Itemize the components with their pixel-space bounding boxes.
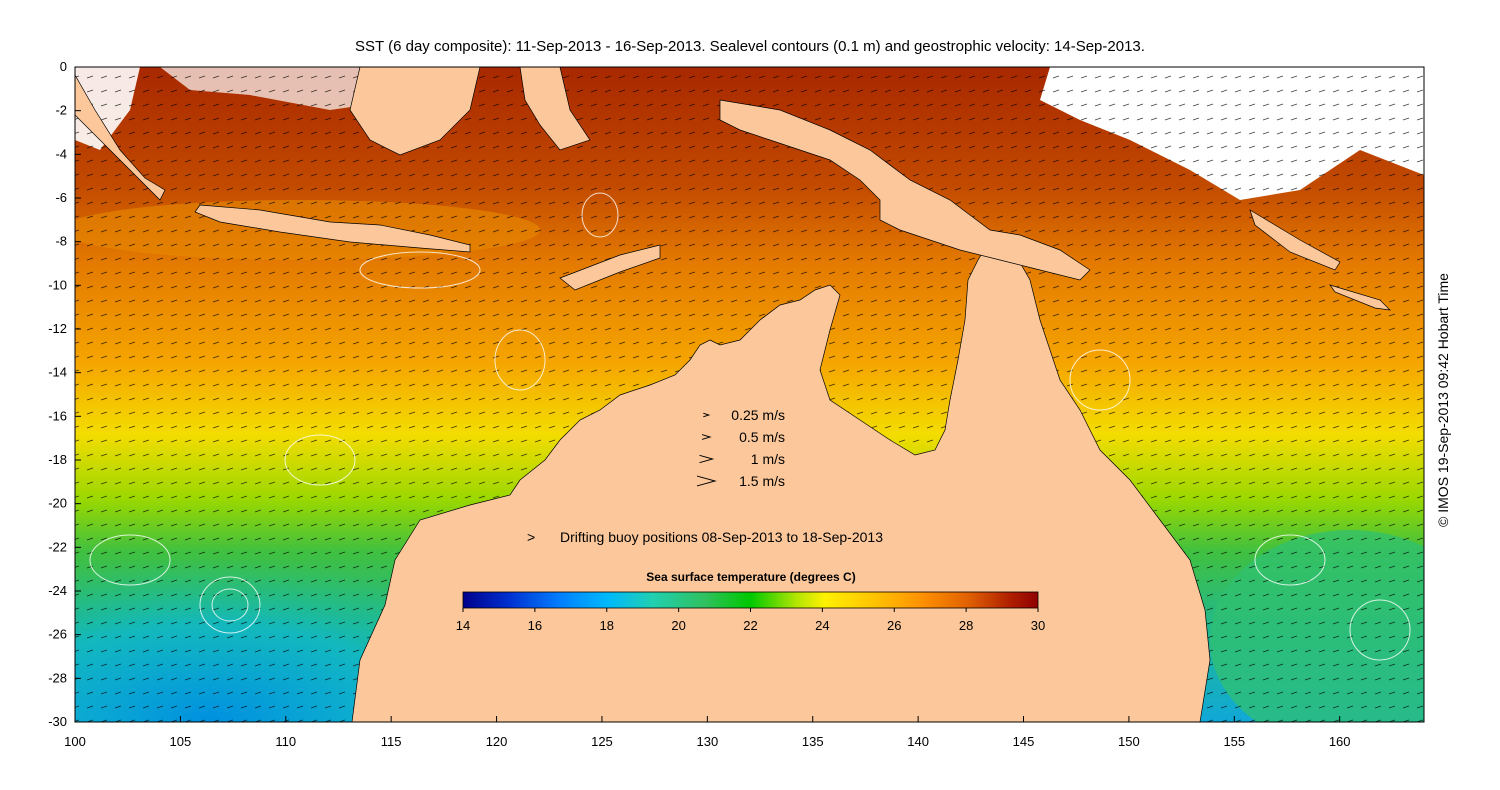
solomon-islands-landmass <box>1249 209 1341 271</box>
x-tick-label: 125 <box>591 734 613 749</box>
velocity-legend-arrow-icon <box>703 412 711 418</box>
y-tick-label: -8 <box>55 234 67 249</box>
colorbar-tick-label: 20 <box>671 618 685 633</box>
y-tick-label: -18 <box>48 452 67 467</box>
new-caledonia-landmass <box>1329 284 1391 311</box>
colorbar-title: Sea surface temperature (degrees C) <box>646 570 855 584</box>
copyright-notice: © IMOS 19-Sep-2013 09:42 Hobart Time <box>1435 273 1451 527</box>
velocity-legend: 0.25 m/s 0.5 m/s 1 m/s 1.5 m/s <box>696 407 785 489</box>
sealevel-contours <box>89 192 1411 661</box>
x-tick-label: 110 <box>275 734 296 749</box>
x-tick-label: 145 <box>1013 734 1035 749</box>
timor-landmass <box>559 244 661 291</box>
x-tick-label: 105 <box>170 734 192 749</box>
colorbar-tick-label: 22 <box>743 618 757 633</box>
new-guinea-landmass <box>719 99 1091 281</box>
y-axis: 0 -2 -4 -6 -8 -10 -12 -14 -16 -18 -20 -22 -24 -26 -28 -… <box>48 59 81 729</box>
x-tick-label: 115 <box>381 734 402 749</box>
colorbar-tick-label: 28 <box>959 618 973 633</box>
y-tick-label: 0 <box>60 59 67 74</box>
x-tick-label: 135 <box>802 734 824 749</box>
y-tick-label: -12 <box>48 321 67 336</box>
sumatra-landmass <box>75 74 166 201</box>
x-tick-label: 120 <box>486 734 508 749</box>
colorbar-tick-label: 18 <box>600 618 614 633</box>
buoy-marker-icon: > <box>527 529 535 545</box>
velocity-legend-arrow-icon <box>696 475 717 487</box>
colorbar-tick-label: 26 <box>887 618 901 633</box>
java-landmass <box>194 204 471 253</box>
x-tick-label: 160 <box>1329 734 1351 749</box>
plot-frame <box>74 66 1425 723</box>
y-tick-label: -16 <box>48 408 67 423</box>
x-tick-label: 140 <box>907 734 929 749</box>
colorbar-tick-label: 16 <box>528 618 542 633</box>
y-tick-label: -26 <box>48 627 67 642</box>
colorbar-tick-label: 24 <box>815 618 829 633</box>
x-tick-label: 155 <box>1223 734 1245 749</box>
velocity-legend-label: 0.5 m/s <box>739 429 785 445</box>
y-tick-label: -30 <box>48 714 67 729</box>
buoy-legend-label: Drifting buoy positions 08-Sep-2013 to 1… <box>560 529 883 545</box>
velocity-legend-label: 1 m/s <box>751 451 785 467</box>
velocity-legend-label: 0.25 m/s <box>731 407 785 423</box>
x-tick-label: 130 <box>696 734 718 749</box>
colorbar-ticks: 14 16 18 20 22 24 26 28 30 <box>456 608 1045 633</box>
y-tick-label: -22 <box>48 539 67 554</box>
y-tick-label: -2 <box>55 103 67 118</box>
y-tick-label: -20 <box>48 496 67 511</box>
velocity-legend-label: 1.5 m/s <box>739 473 785 489</box>
colorbar-tick-label: 30 <box>1031 618 1045 633</box>
y-tick-label: -10 <box>48 277 67 292</box>
buoy-legend: > Drifting buoy positions 08-Sep-2013 to… <box>527 529 883 545</box>
colorbar-scale <box>462 591 1039 609</box>
velocity-legend-arrow-icon <box>699 454 715 464</box>
velocity-legend-arrow-icon <box>701 434 712 440</box>
y-tick-label: -4 <box>55 146 67 161</box>
y-tick-label: -28 <box>48 670 67 685</box>
sulawesi-landmass <box>519 67 591 151</box>
borneo-landmass <box>349 67 481 156</box>
x-tick-label: 100 <box>64 734 86 749</box>
y-tick-label: -6 <box>55 190 67 205</box>
colorbar: Sea surface temperature (degrees C) 14 16… <box>456 570 1045 633</box>
x-tick-label: 150 <box>1118 734 1140 749</box>
y-tick-label: -14 <box>48 365 67 380</box>
map-title: SST (6 day composite): 11-Sep-2013 - 16-… <box>355 38 1145 55</box>
y-tick-label: -24 <box>48 583 67 598</box>
x-axis: 100 105 110 115 120 125 130 135 140 145 150 155 160 <box>64 716 1351 749</box>
colorbar-tick-label: 14 <box>456 618 470 633</box>
